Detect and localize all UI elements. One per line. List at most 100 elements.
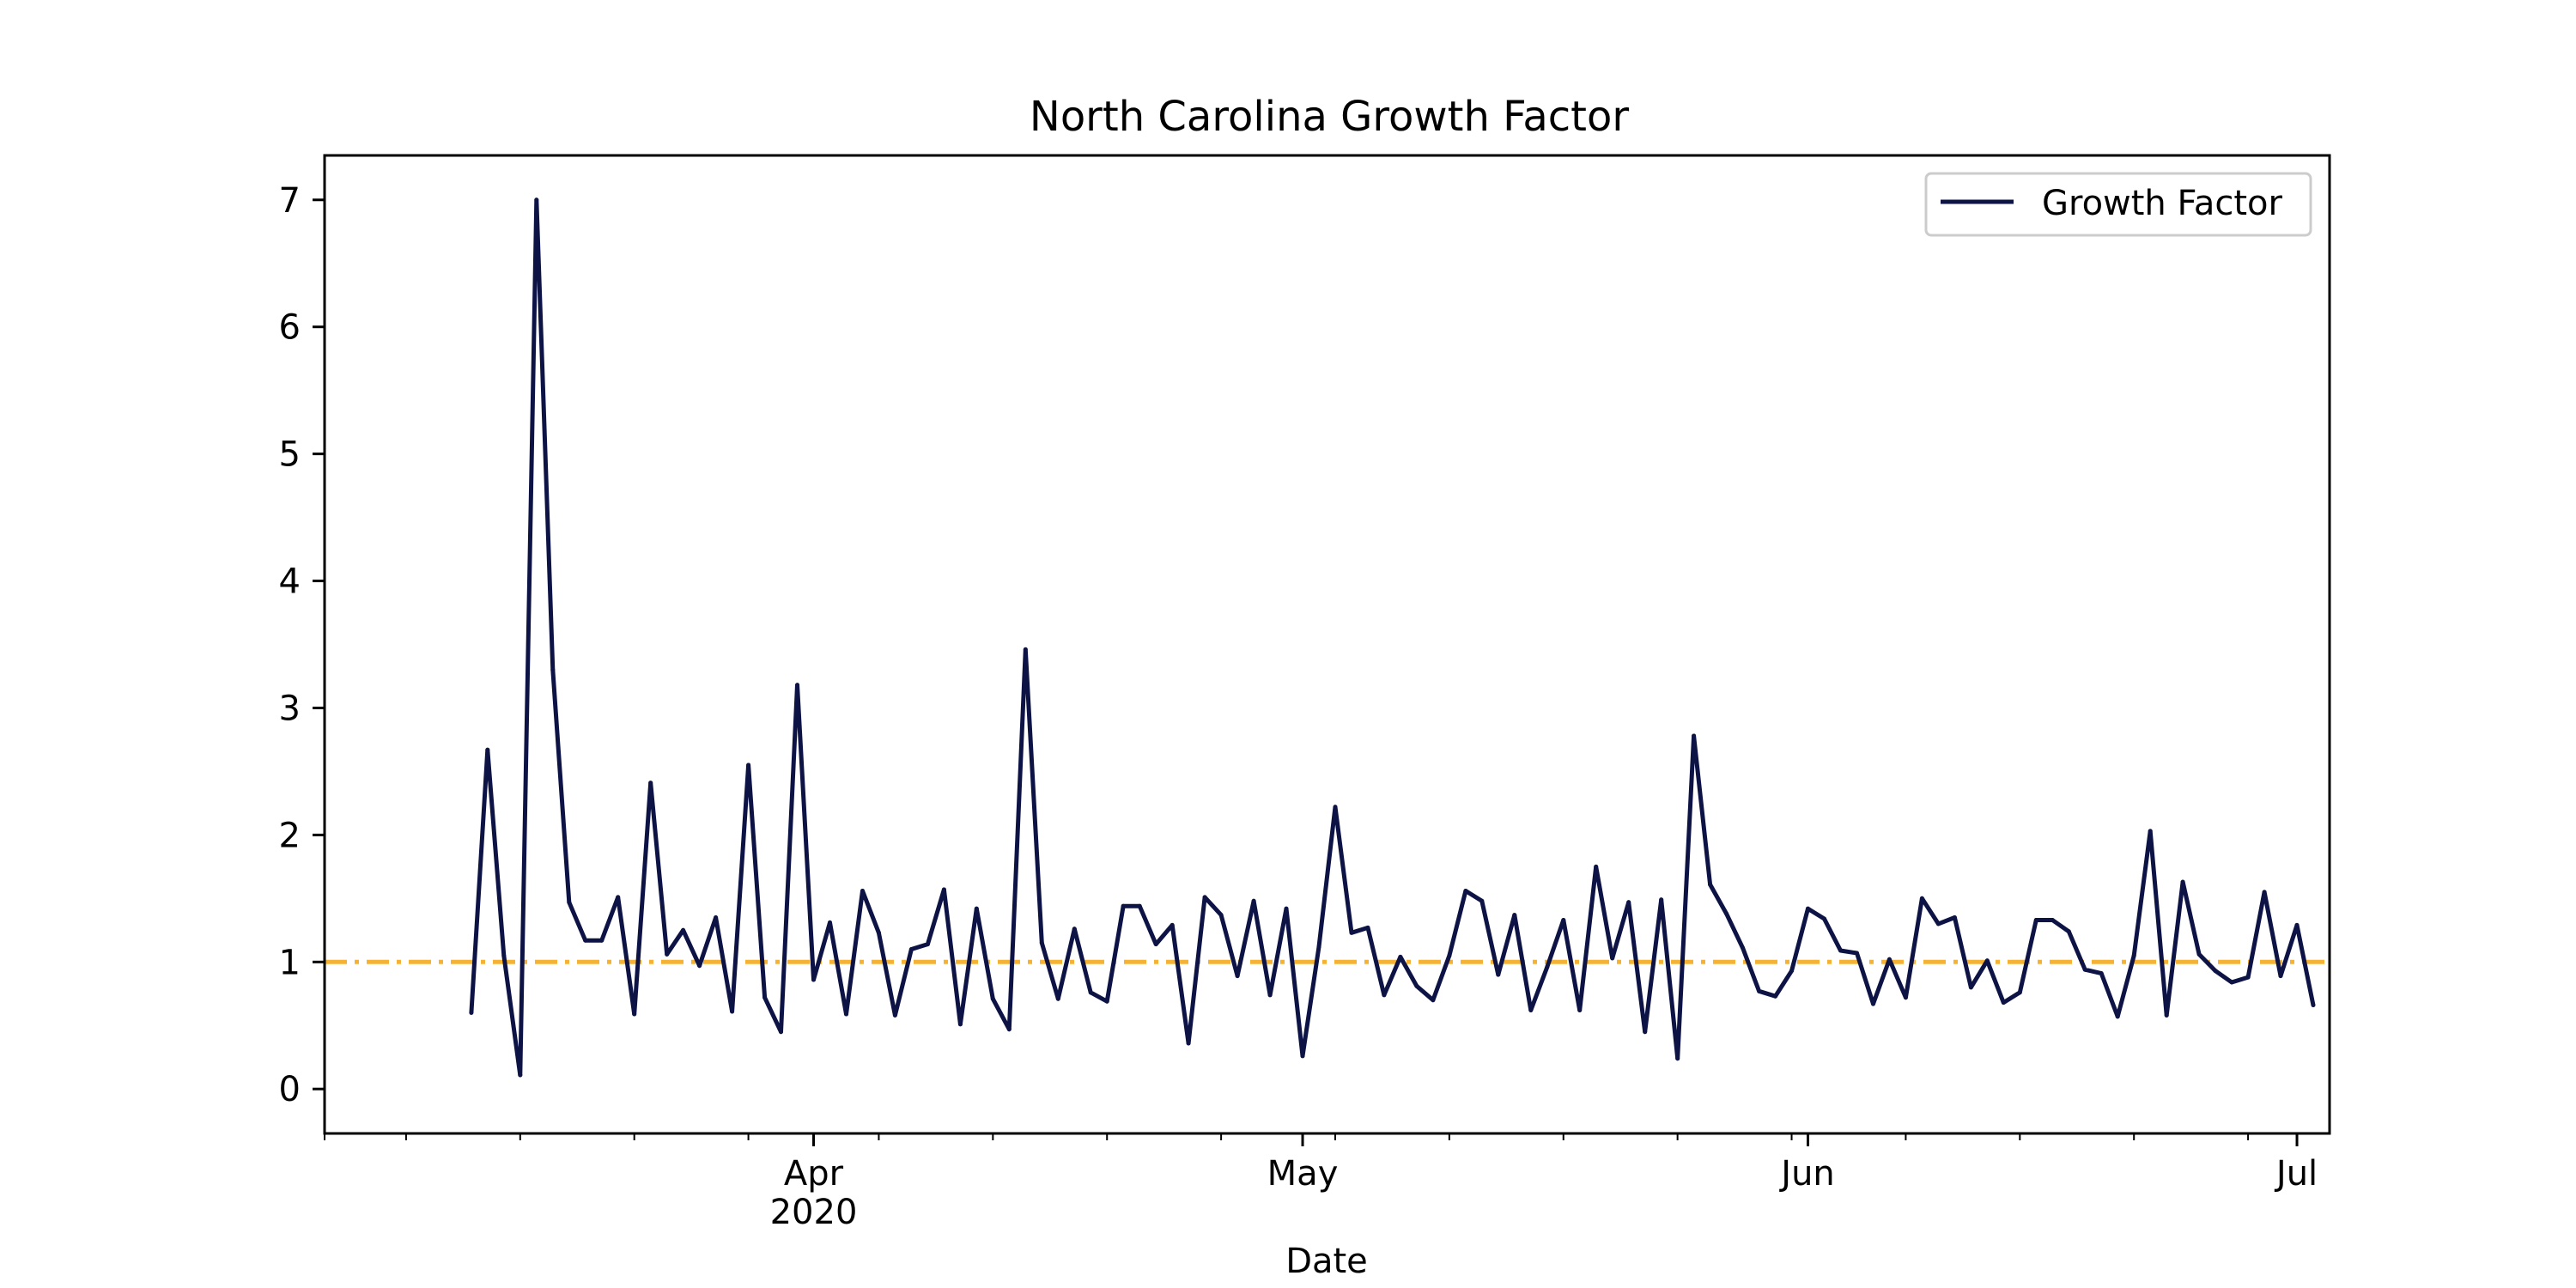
data-point: [779, 1030, 783, 1035]
data-point: [485, 747, 490, 752]
data-point: [599, 938, 605, 943]
y-tick-label: 0: [279, 1070, 301, 1109]
data-point: [1886, 957, 1892, 962]
data-point: [1626, 900, 1631, 905]
y-tick-label: 7: [279, 181, 301, 221]
data-point: [1577, 1008, 1583, 1012]
data-point: [1333, 805, 1338, 810]
data-point: [2148, 829, 2153, 834]
data-point: [1708, 882, 1713, 887]
data-point: [2213, 969, 2218, 974]
data-point: [2229, 980, 2234, 985]
data-point: [908, 947, 914, 951]
data-point: [1349, 930, 1354, 935]
data-point: [2050, 918, 2055, 922]
y-tick-label: 3: [279, 689, 301, 728]
data-point: [1137, 903, 1142, 908]
data-point: [828, 920, 832, 925]
data-point: [1984, 958, 1990, 963]
data-point: [1447, 953, 1452, 958]
data-point: [1104, 999, 1109, 1004]
data-point: [1659, 897, 1664, 902]
data-point: [501, 953, 507, 958]
data-point: [1838, 948, 1843, 953]
data-point: [1414, 983, 1419, 988]
data-point: [1055, 996, 1060, 1001]
data-point: [892, 1012, 897, 1018]
y-tick-label: 1: [279, 943, 301, 982]
data-point: [665, 951, 670, 957]
data-point: [697, 963, 702, 969]
data-point: [1952, 915, 1957, 920]
data-point: [1512, 913, 1517, 918]
data-point: [876, 930, 881, 935]
plot-frame: [323, 154, 2331, 1135]
data-point: [714, 915, 719, 920]
legend-frame: [1924, 172, 2312, 237]
y-tick-label: 6: [279, 308, 301, 348]
legend-label: Growth Factor: [2042, 184, 2282, 223]
data-point: [1757, 988, 1762, 993]
data-point: [550, 667, 556, 672]
data-point: [1300, 1054, 1305, 1059]
data-point: [632, 1012, 637, 1017]
data-point: [648, 781, 653, 786]
data-point: [1855, 951, 1859, 956]
data-point: [518, 1072, 523, 1078]
data-point: [860, 889, 865, 893]
data-point: [1822, 916, 1826, 921]
data-point: [746, 762, 751, 768]
data-point: [1545, 964, 1550, 969]
data-point: [1463, 889, 1468, 893]
data-point: [1741, 945, 1746, 951]
data-point: [583, 938, 588, 943]
x-tick-label: May: [1267, 1154, 1339, 1194]
data-point: [2017, 990, 2022, 995]
data-point: [616, 895, 621, 900]
data-point: [811, 977, 816, 982]
data-point: [1806, 906, 1810, 911]
data-point: [2245, 975, 2251, 980]
data-point: [1431, 998, 1436, 1003]
data-point: [2196, 951, 2202, 957]
data-point: [2262, 890, 2267, 895]
data-point: [2082, 967, 2087, 972]
data-point: [1251, 898, 1256, 903]
data-point: [1072, 927, 1077, 932]
data-point: [974, 906, 979, 911]
data-point: [2033, 918, 2038, 922]
data-point: [925, 942, 930, 947]
data-point: [1968, 985, 1973, 990]
data-point: [1675, 1056, 1680, 1061]
data-point: [1496, 972, 1501, 977]
data-point: [1170, 922, 1175, 927]
data-point: [1316, 945, 1321, 950]
data-point: [2066, 929, 2071, 934]
data-point: [1218, 913, 1224, 918]
data-point: [1561, 918, 1566, 922]
data-point: [957, 1022, 963, 1027]
data-point: [2180, 879, 2185, 884]
data-point: [1365, 925, 1370, 930]
data-point: [1692, 733, 1697, 738]
data-point: [1773, 993, 1778, 999]
data-point: [1724, 911, 1729, 916]
chart-title: North Carolina Growth Factor: [1030, 93, 1629, 141]
y-tick-label: 2: [279, 816, 301, 855]
legend: Growth Factor: [1924, 172, 2312, 237]
data-point: [534, 197, 539, 203]
data-point: [1267, 993, 1273, 998]
data-point: [2164, 1012, 2169, 1018]
data-point: [1202, 895, 1207, 900]
x-tick-sublabel: 2020: [770, 1193, 858, 1232]
data-point: [844, 1012, 848, 1017]
x-axis-label: Date: [1285, 1242, 1368, 1281]
data-point: [1382, 993, 1387, 998]
data-point: [1479, 898, 1485, 903]
x-tick-label: Apr: [784, 1154, 844, 1194]
data-point: [1398, 954, 1403, 959]
data-point: [2099, 971, 2104, 976]
x-tick-label: Jun: [1778, 1154, 1835, 1194]
data-point: [2311, 1003, 2316, 1008]
